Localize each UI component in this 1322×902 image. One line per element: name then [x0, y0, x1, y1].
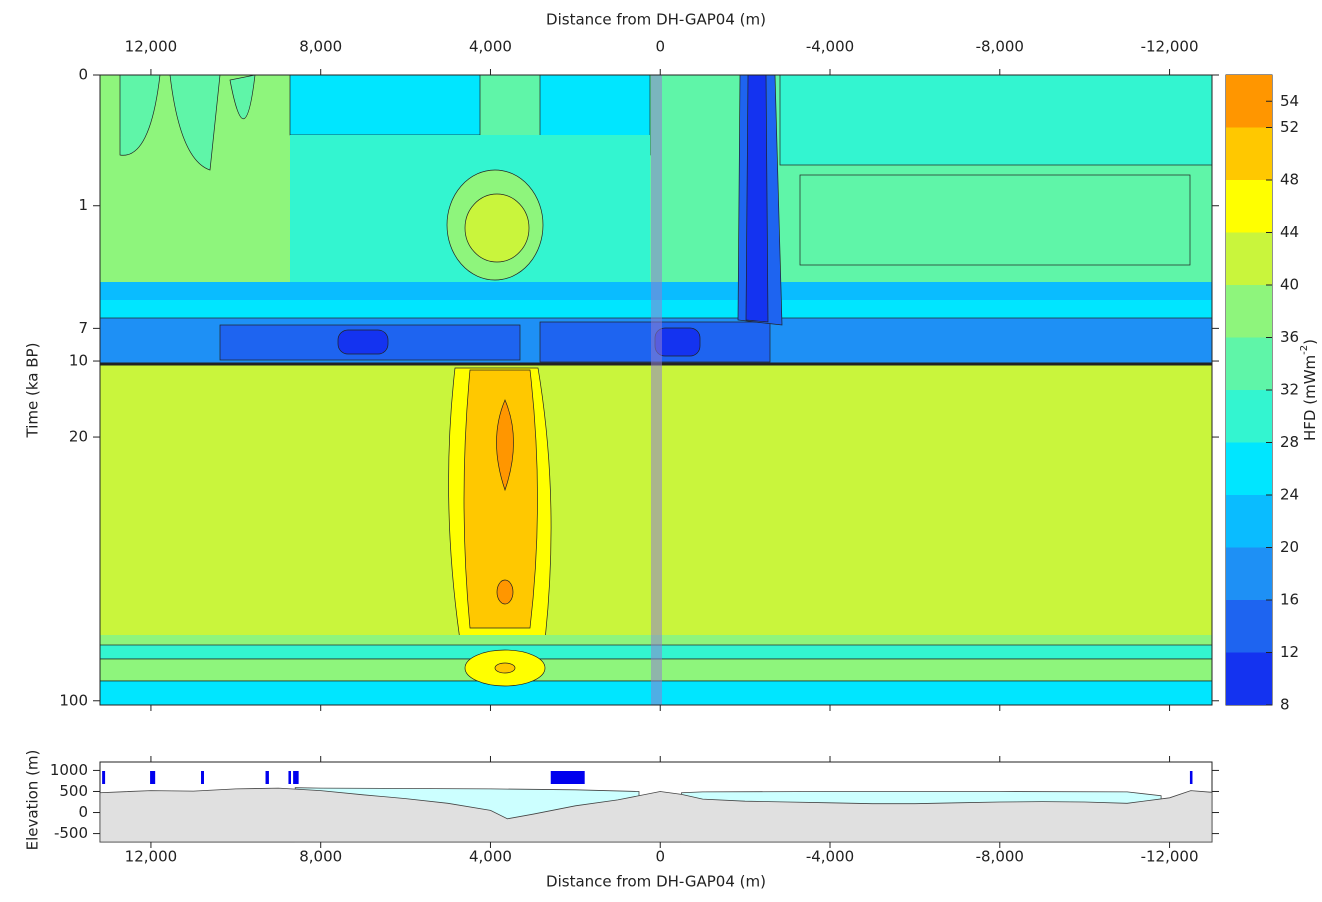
colorbar-band: [1226, 232, 1272, 285]
borehole: [265, 771, 269, 784]
colorbar-band: [1226, 390, 1272, 443]
x-tick-label-top: -8,000: [976, 38, 1024, 56]
x-tick-label: -8,000: [976, 848, 1024, 866]
borehole: [102, 771, 106, 784]
colorbar-tick-label: 28: [1280, 433, 1299, 451]
y-tick-label: 20: [69, 428, 88, 446]
x-tick-label: 12,000: [125, 848, 178, 866]
colorbar-band: [1226, 652, 1272, 705]
x-tick-label-top: 12,000: [125, 38, 178, 56]
colorbar-tick-label: 36: [1280, 328, 1299, 346]
colorbar-tick-label: 12: [1280, 643, 1299, 661]
y-tick-label: -500: [54, 824, 88, 842]
colorbar-band: [1226, 127, 1272, 180]
borehole: [293, 771, 299, 784]
plot-frame: [99, 74, 1213, 706]
borehole: [550, 771, 585, 784]
colorbar-tick-label: 24: [1280, 486, 1299, 504]
y-tick-label: 0: [78, 803, 88, 821]
x-tick-label-top: 4,000: [469, 38, 512, 56]
colorbar-tick-label: 48: [1280, 171, 1299, 189]
colorbar-tick-label: 44: [1280, 223, 1299, 241]
colorbar-band: [1226, 600, 1272, 653]
colorbar-band: [1226, 337, 1272, 390]
colorbar-tick-label: 52: [1280, 118, 1299, 136]
x-tick-label: -4,000: [806, 848, 854, 866]
borehole: [201, 771, 204, 784]
colorbar-title-text: HFD (mWm: [1301, 355, 1319, 441]
x-tick-label-top: -4,000: [806, 38, 854, 56]
x-tick-label: 8,000: [299, 848, 342, 866]
x-axis-title-bottom: Distance from DH-GAP04 (m): [546, 873, 766, 891]
x-tick-label: 0: [655, 848, 665, 866]
colorbar-band: [1226, 285, 1272, 338]
terrain: [99, 787, 1213, 843]
y-tick-label: 1000: [50, 761, 88, 779]
y-tick-label: 0: [78, 66, 88, 84]
colorbar-tick-label: 54: [1280, 92, 1299, 110]
elevation-axis-title: Elevation (m): [24, 750, 42, 851]
y-tick-label: 10: [69, 352, 88, 370]
colorbar-tick-label: 8: [1280, 696, 1290, 714]
x-tick-label: -12,000: [1141, 848, 1199, 866]
x-tick-label: 4,000: [469, 848, 512, 866]
y-tick-label: 1: [78, 196, 88, 214]
y-axis-title: Time (ka BP): [24, 343, 42, 439]
borehole: [288, 771, 291, 784]
colorbar-tick-label: 32: [1280, 381, 1299, 399]
x-axis-title-top: Distance from DH-GAP04 (m): [546, 11, 766, 29]
colorbar-title-suffix: ): [1301, 339, 1319, 345]
x-tick-label-top: 8,000: [299, 38, 342, 56]
colorbar-band: [1226, 180, 1272, 233]
y-tick-label: 7: [78, 319, 88, 337]
x-tick-label-top: -12,000: [1141, 38, 1199, 56]
colorbar-tick-label: 20: [1280, 538, 1299, 556]
contour-field: [100, 75, 1212, 705]
colorbar-title-sup: -2: [1299, 345, 1310, 355]
y-tick-label: 100: [59, 691, 88, 709]
colorbar-title: HFD (mWm-2): [1299, 339, 1319, 441]
colorbar-band: [1226, 442, 1272, 495]
colorbar-band: [1226, 75, 1272, 128]
borehole: [150, 771, 156, 784]
x-tick-label-top: 0: [655, 38, 665, 56]
y-tick-label: 500: [59, 782, 88, 800]
colorbar-tick-label: 40: [1280, 276, 1299, 294]
colorbar-band: [1226, 547, 1272, 600]
colorbar-band: [1226, 495, 1272, 548]
borehole: [1189, 771, 1193, 784]
colorbar-tick-label: 16: [1280, 591, 1299, 609]
